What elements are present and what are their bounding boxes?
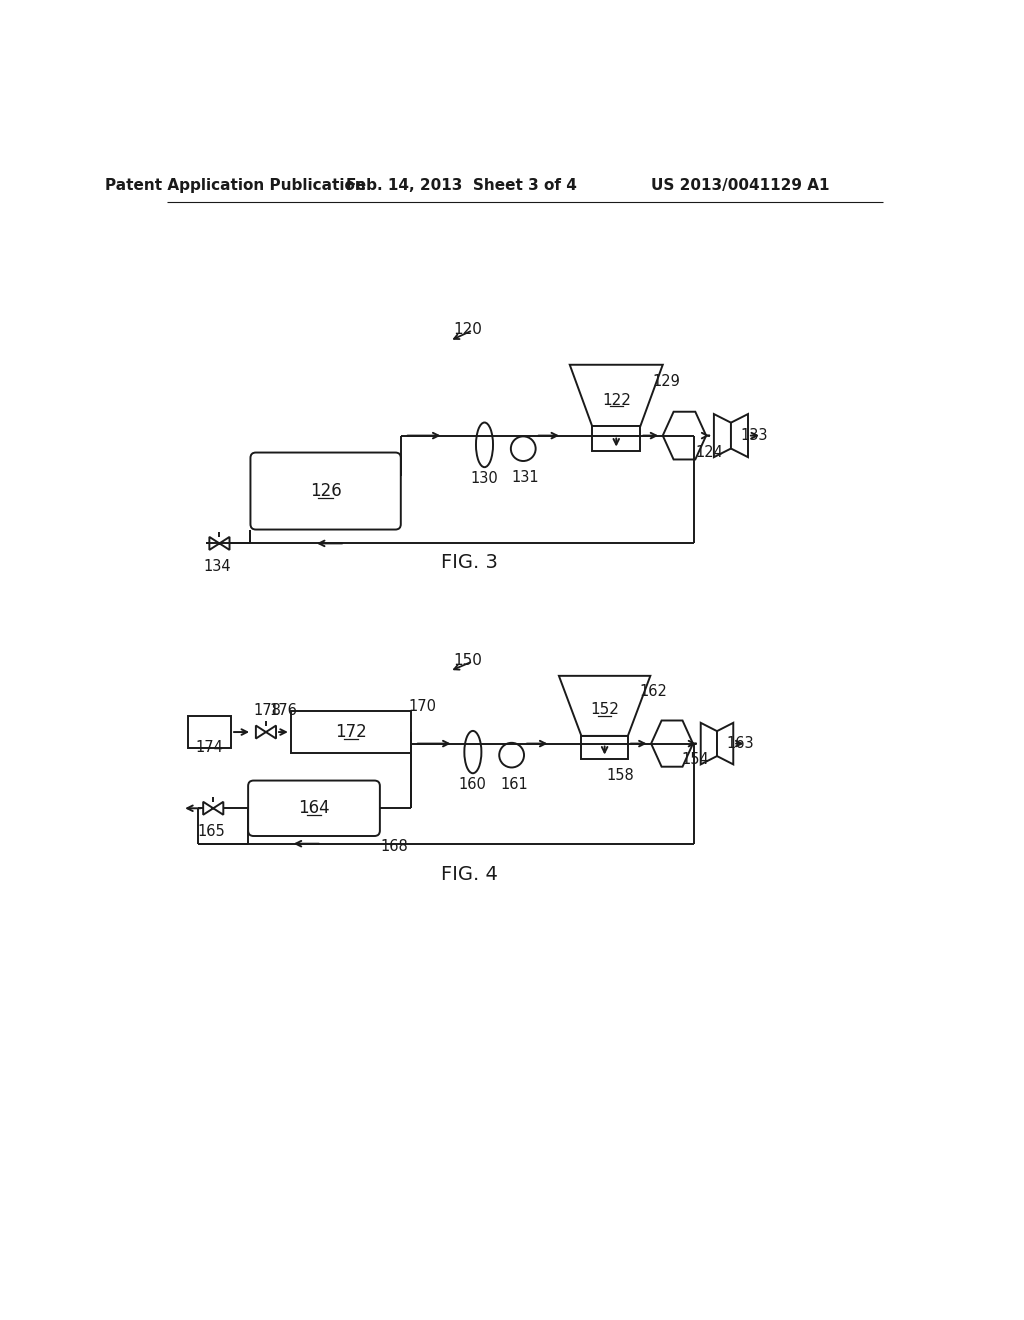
Polygon shape — [203, 801, 223, 814]
Text: Feb. 14, 2013  Sheet 3 of 4: Feb. 14, 2013 Sheet 3 of 4 — [346, 178, 577, 193]
Polygon shape — [651, 721, 693, 767]
Circle shape — [500, 743, 524, 767]
Polygon shape — [714, 414, 731, 457]
Text: 162: 162 — [640, 684, 668, 698]
Text: 152: 152 — [590, 702, 620, 717]
Text: 160: 160 — [459, 777, 486, 792]
Text: 170: 170 — [409, 700, 436, 714]
Polygon shape — [700, 723, 717, 764]
Bar — [582, 737, 628, 759]
Polygon shape — [731, 414, 748, 457]
Ellipse shape — [476, 422, 493, 467]
Text: 174: 174 — [196, 741, 223, 755]
Text: 126: 126 — [309, 482, 341, 500]
Text: US 2013/0041129 A1: US 2013/0041129 A1 — [651, 178, 829, 193]
Text: 129: 129 — [652, 374, 681, 389]
FancyBboxPatch shape — [251, 453, 400, 529]
Text: 161: 161 — [500, 777, 527, 792]
Text: 158: 158 — [606, 768, 634, 784]
Text: 176: 176 — [269, 704, 297, 718]
Text: 163: 163 — [726, 737, 754, 751]
Text: Patent Application Publication: Patent Application Publication — [104, 178, 366, 193]
Bar — [592, 426, 640, 451]
Polygon shape — [717, 723, 733, 764]
Text: 130: 130 — [471, 471, 499, 486]
Text: 154: 154 — [681, 751, 710, 767]
Polygon shape — [663, 412, 707, 459]
Text: 165: 165 — [197, 824, 225, 840]
Ellipse shape — [464, 731, 481, 774]
Text: 120: 120 — [453, 322, 482, 337]
Text: FIG. 4: FIG. 4 — [440, 865, 498, 884]
Polygon shape — [559, 676, 650, 737]
Text: 150: 150 — [453, 653, 482, 668]
Text: 122: 122 — [602, 392, 631, 408]
Text: 172: 172 — [335, 723, 367, 741]
Text: 168: 168 — [380, 840, 408, 854]
Circle shape — [511, 437, 536, 461]
Text: 131: 131 — [512, 470, 540, 486]
Bar — [188, 715, 230, 748]
Text: 164: 164 — [298, 800, 330, 817]
Text: 124: 124 — [695, 445, 723, 461]
Polygon shape — [569, 364, 663, 426]
Polygon shape — [209, 537, 229, 550]
Text: 178: 178 — [254, 704, 282, 718]
Bar — [291, 711, 411, 752]
Text: FIG. 3: FIG. 3 — [440, 553, 498, 572]
Text: 133: 133 — [740, 428, 768, 444]
FancyBboxPatch shape — [248, 780, 380, 836]
Text: 134: 134 — [204, 558, 231, 574]
Polygon shape — [256, 726, 276, 739]
